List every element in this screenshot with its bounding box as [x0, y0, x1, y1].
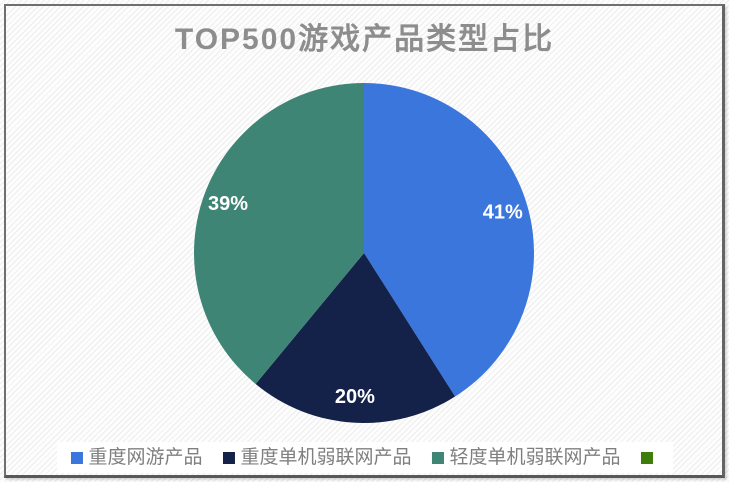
legend-item-2[interactable]: 轻度单机弱联网产品 — [431, 447, 621, 468]
legend-swatch-icon — [431, 451, 444, 464]
legend-swatch-icon — [70, 451, 83, 464]
legend-label: 轻度单机弱联网产品 — [449, 447, 621, 468]
legend-swatch-icon — [640, 451, 653, 464]
legend-label: 重度网游产品 — [88, 447, 203, 468]
legend: 重度网游产品 重度单机弱联网产品 轻度单机弱联网产品 — [56, 442, 673, 473]
legend-item-0[interactable]: 重度网游产品 — [70, 448, 202, 467]
pie-label: 39% — [208, 193, 248, 215]
pie-slice-0[interactable] — [364, 83, 535, 397]
legend-swatch-icon — [222, 451, 235, 464]
pie-label: 41% — [483, 202, 523, 224]
legend-label: 重度单机弱联网产品 — [240, 447, 412, 468]
pie-slice-1[interactable] — [255, 253, 456, 424]
legend-item-3[interactable] — [640, 451, 659, 464]
pie-chart: 41% 20% 39% — [193, 83, 535, 424]
chart-title: TOP500游戏产品类型占比 — [174, 23, 555, 56]
legend-item-1[interactable]: 重度单机弱联网产品 — [222, 447, 412, 468]
pie-label: 20% — [335, 386, 375, 408]
pie-slice-2[interactable] — [193, 83, 364, 384]
